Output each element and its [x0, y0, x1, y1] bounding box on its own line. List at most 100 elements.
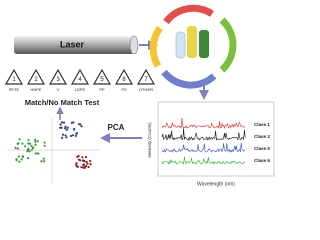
- scatter-dot: [42, 160, 46, 163]
- scatter-dot: [64, 125, 67, 128]
- scatter-dot: [77, 123, 81, 126]
- resin-label: OTHER: [139, 87, 153, 92]
- resin-label: PETE: [9, 87, 20, 92]
- scatter-dot: [76, 165, 80, 168]
- scatter-dot: [85, 160, 88, 164]
- scatter-dot: [89, 159, 92, 163]
- spectrum: [161, 128, 246, 141]
- resin-number: 3: [56, 77, 60, 83]
- scatter-dot: [27, 142, 31, 145]
- scatter-dot: [61, 133, 65, 136]
- recycle-triangle: [114, 68, 134, 85]
- recycle-triangle: [26, 68, 46, 85]
- spectrum: [161, 156, 246, 165]
- scatter-dot: [24, 145, 27, 148]
- scatter-dot: [36, 152, 40, 155]
- scatter-dot: [80, 125, 83, 128]
- resin-number: 2: [34, 77, 38, 83]
- recycle-triangle: [92, 68, 112, 85]
- laser-end: [129, 35, 139, 55]
- bottles: [175, 26, 209, 59]
- resin-number: 5: [100, 77, 104, 83]
- scatter-dot: [16, 147, 19, 150]
- scatter-dot: [34, 143, 37, 146]
- scatter-dot: [65, 136, 68, 139]
- scatter-dot: [72, 128, 76, 131]
- scatter-dot: [81, 156, 84, 159]
- scatter-dot: [14, 146, 17, 149]
- scatter-dot: [76, 155, 79, 158]
- scatter-dot: [30, 144, 33, 148]
- scatter-dot: [86, 162, 89, 165]
- scatter-dot: [36, 140, 39, 143]
- recycle-triangle: [4, 68, 24, 85]
- spectrum: [161, 142, 246, 153]
- scatter-dot: [89, 163, 92, 166]
- scatter-dot: [75, 162, 78, 165]
- scatter-dot: [43, 141, 46, 144]
- scatter-dot: [83, 159, 86, 163]
- scatter-dot: [59, 123, 62, 126]
- resin-label: PP: [99, 87, 105, 92]
- pca-label: PCA: [108, 123, 125, 132]
- resin-label: LDPE: [75, 87, 86, 92]
- scatter-dot: [21, 142, 24, 145]
- scatter-dot: [27, 147, 30, 150]
- scatter-dot: [42, 157, 45, 160]
- scatter-dot: [75, 132, 79, 135]
- scatter-dot: [87, 165, 90, 169]
- scatter-dot: [85, 164, 88, 168]
- scatter-dot: [60, 126, 63, 129]
- pca-plot: [8, 118, 100, 184]
- scatter-dot: [17, 142, 20, 145]
- scatter-dot: [20, 158, 23, 161]
- resin-number: 4: [78, 77, 82, 83]
- scatter-dot: [34, 152, 37, 155]
- class-label: Class 1: [254, 122, 270, 127]
- scatter-dot: [30, 148, 34, 151]
- y-axis-label: Intensity (Counts): [147, 122, 152, 158]
- resin-number: 7: [144, 77, 148, 83]
- scatter-dot: [18, 138, 21, 141]
- scatter-dot: [64, 134, 67, 137]
- recycle-cycle: [149, 4, 237, 89]
- scatter-dot: [62, 121, 66, 124]
- recycle-triangle: [136, 68, 156, 85]
- class-label: Class 5: [254, 146, 270, 151]
- match-label: Match/No Match Test: [25, 98, 100, 107]
- scatter-dot: [17, 155, 21, 158]
- scatter-dot: [60, 121, 64, 124]
- resin-number: 1: [12, 77, 16, 83]
- laser-body: [14, 36, 134, 54]
- scatter-dot: [40, 160, 43, 163]
- scatter-dot: [80, 166, 83, 169]
- scatter-dot: [28, 150, 31, 153]
- resin-number: 6: [122, 77, 126, 83]
- scatter-dot: [71, 134, 74, 137]
- graphical-abstract: Laser 1 PETE 2 HDPE 3 V 4 LDPE 5 PP 6 PS 7 OTHER Matc…: [4, 4, 275, 187]
- recycle-triangle: [70, 68, 90, 85]
- resin-label: V: [57, 87, 60, 92]
- scatter-dot: [32, 146, 35, 149]
- scatter-dot: [83, 166, 86, 169]
- scatter-dot: [33, 138, 37, 141]
- laser-label: Laser: [60, 39, 85, 49]
- scatter-dot: [77, 158, 81, 161]
- resin-label: HDPE: [30, 87, 41, 92]
- scatter-dot: [27, 139, 30, 142]
- x-axis-label: Wavelength (nm): [197, 181, 235, 187]
- resin-label: PS: [121, 87, 127, 92]
- scatter-dot: [18, 160, 21, 163]
- spectrum: [161, 117, 246, 130]
- scatter-dot: [61, 136, 64, 139]
- scatter-dot: [69, 134, 73, 138]
- scatter-dot: [26, 157, 30, 160]
- scatter-dot: [74, 134, 77, 138]
- scatter-dot: [43, 144, 46, 147]
- scatter-dot: [65, 128, 68, 131]
- class-label: Class 6: [254, 158, 270, 163]
- scatter-dot: [70, 121, 73, 124]
- class-label: Class 2: [254, 134, 270, 139]
- scatter-dot: [21, 155, 24, 158]
- scatter-dot: [34, 140, 37, 143]
